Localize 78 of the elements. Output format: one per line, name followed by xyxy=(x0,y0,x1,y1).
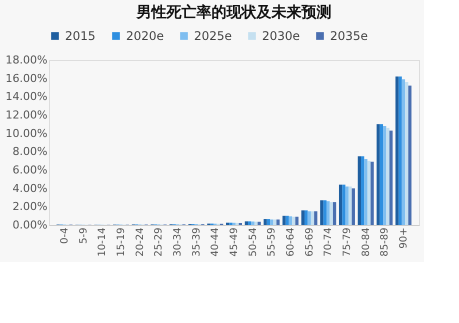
x-tick-label: 80-84 xyxy=(360,228,372,257)
bar xyxy=(361,156,364,225)
bar xyxy=(348,186,352,225)
x-tick-label: 55-59 xyxy=(266,228,278,257)
x-tick-label: 90+ xyxy=(398,228,410,249)
y-tick-label: 10.00% xyxy=(6,126,48,140)
x-tick-label: 5-9 xyxy=(78,228,90,244)
y-tick-label: 6.00% xyxy=(12,164,48,176)
y-tick-label: 18.00% xyxy=(6,54,48,66)
bar xyxy=(332,202,336,225)
bar xyxy=(301,210,305,225)
bar xyxy=(254,222,258,225)
x-tick-label: 20-24 xyxy=(134,228,146,257)
bar xyxy=(292,216,296,225)
bar xyxy=(258,222,261,225)
x-tick-label: 30-34 xyxy=(172,228,184,257)
bar xyxy=(386,128,390,225)
y-tick-label: 8.00% xyxy=(12,145,48,158)
bar xyxy=(405,82,408,225)
bar xyxy=(389,130,393,225)
bar xyxy=(398,76,402,225)
bar xyxy=(345,186,349,225)
bar xyxy=(288,216,292,225)
bar xyxy=(330,202,333,225)
x-tick-label: 40-44 xyxy=(210,228,222,257)
bar xyxy=(370,162,374,225)
x-tick-label: 25-29 xyxy=(154,228,165,257)
bar xyxy=(304,210,308,225)
bar xyxy=(251,222,254,225)
x-tick-label: 15-19 xyxy=(116,228,128,257)
y-tick-label: 0.00% xyxy=(12,218,48,232)
bar xyxy=(314,211,318,225)
legend-label: 2020e xyxy=(126,29,164,43)
bar xyxy=(376,124,380,225)
x-tick-label: 45-49 xyxy=(229,228,240,257)
y-tick-label: 2.00% xyxy=(12,200,48,214)
bar xyxy=(338,184,342,225)
x-tick-label: 75-79 xyxy=(342,228,353,257)
legend-label: 2035e xyxy=(330,29,368,43)
bar xyxy=(266,219,270,225)
bar xyxy=(286,216,289,225)
legend-label: 2030e xyxy=(262,29,300,43)
x-tick-label: 70-74 xyxy=(323,228,334,257)
bar xyxy=(380,124,384,225)
bar xyxy=(308,211,311,225)
bar xyxy=(358,156,362,225)
legend-label: 2025e xyxy=(194,29,232,43)
bar xyxy=(320,200,324,225)
bar xyxy=(383,126,386,225)
bar xyxy=(395,76,399,225)
y-tick-label: 14.00% xyxy=(6,90,48,104)
x-tick-label: 65-69 xyxy=(304,228,316,257)
x-tick-label: 10-14 xyxy=(97,228,108,257)
bar xyxy=(273,220,276,225)
bar xyxy=(276,220,280,225)
bar xyxy=(270,220,274,225)
bar xyxy=(323,200,327,225)
y-tick-label: 12.00% xyxy=(6,108,48,122)
bar xyxy=(310,211,314,225)
x-tick-label: 50-54 xyxy=(248,228,259,257)
bar xyxy=(408,86,412,225)
y-tick-label: 4.00% xyxy=(12,182,48,195)
bar xyxy=(282,216,286,225)
x-tick-label: 60-64 xyxy=(285,228,296,257)
bar xyxy=(342,184,346,225)
bar xyxy=(367,160,371,225)
bar xyxy=(402,79,406,225)
legend-label: 2015 xyxy=(65,29,96,43)
x-tick-label: 85-89 xyxy=(380,228,391,257)
x-tick-label: 0-4 xyxy=(60,228,71,244)
bar xyxy=(264,219,267,225)
bar xyxy=(326,201,330,225)
chart-title: 男性死亡率的现状及未来预测 xyxy=(136,3,332,21)
y-tick-label: 16.00% xyxy=(6,72,48,85)
x-tick-label: 35-39 xyxy=(191,228,202,257)
bar xyxy=(352,188,355,225)
bar xyxy=(364,159,368,225)
bar xyxy=(295,216,298,225)
